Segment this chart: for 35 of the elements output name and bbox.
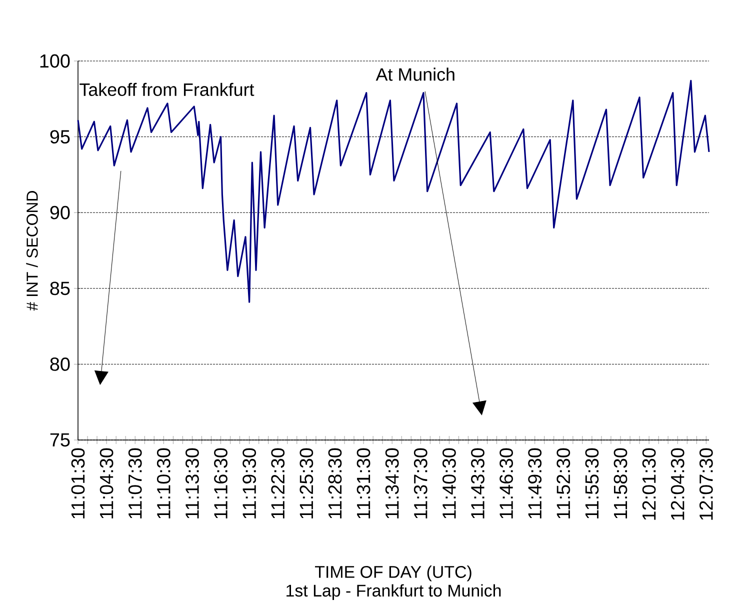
x-tick-label: 11:13:30: [186, 448, 199, 518]
annotation: Takeoff from Frankfurt: [80, 82, 254, 96]
x-tick-label: 11:16:30: [214, 448, 228, 518]
y-tick-label: 100: [40, 54, 70, 68]
y-tick-label: 85: [50, 282, 70, 296]
x-tick-label: 12:01:30: [642, 448, 656, 520]
x-tick-label: 11:01:30: [71, 448, 85, 518]
x-tick-label: 11:34:30: [385, 448, 399, 518]
x-tick-label: 12:07:30: [699, 448, 713, 520]
annotation: At Munich: [376, 68, 454, 81]
x-tick-label: 11:22:30: [271, 448, 285, 518]
x-tick-label: 11:58:30: [614, 448, 628, 518]
line-series: [77, 80, 710, 303]
x-tick-label: 11:31:30: [356, 448, 370, 518]
x-tick-label: 11:43:30: [471, 448, 484, 518]
y-axis-title: # INT / SECOND: [26, 191, 38, 311]
y-tick-label: 95: [50, 130, 70, 144]
y-tick-label: 80: [50, 357, 70, 371]
x-tick-label: 12:04:30: [670, 448, 684, 520]
x-tick-label: 11:07:30: [128, 448, 142, 518]
x-tick-label: 11:25:30: [300, 448, 314, 518]
x-tick-label: 11:40:30: [442, 448, 456, 518]
y-tick-label: 90: [50, 206, 70, 220]
x-tick-label: 11:37:30: [414, 448, 428, 518]
x-tick-label: 11:28:30: [328, 448, 342, 518]
x-axis-title: TIME OF DAY (UTC): [315, 566, 472, 582]
x-tick-label: 11:04:30: [100, 448, 114, 518]
x-tick-label: 11:19:30: [242, 448, 256, 518]
y-tick-label: 75: [50, 433, 70, 447]
x-tick-label: 11:49:30: [528, 448, 542, 518]
x-tick-label: 11:55:30: [585, 448, 599, 518]
x-tick-label: 11:10:30: [156, 448, 170, 518]
text: 1st Lap - Frankfurt to Munich: [286, 584, 501, 600]
x-tick-label: 11:46:30: [500, 448, 513, 518]
x-tick-label: 11:52:30: [556, 448, 570, 518]
